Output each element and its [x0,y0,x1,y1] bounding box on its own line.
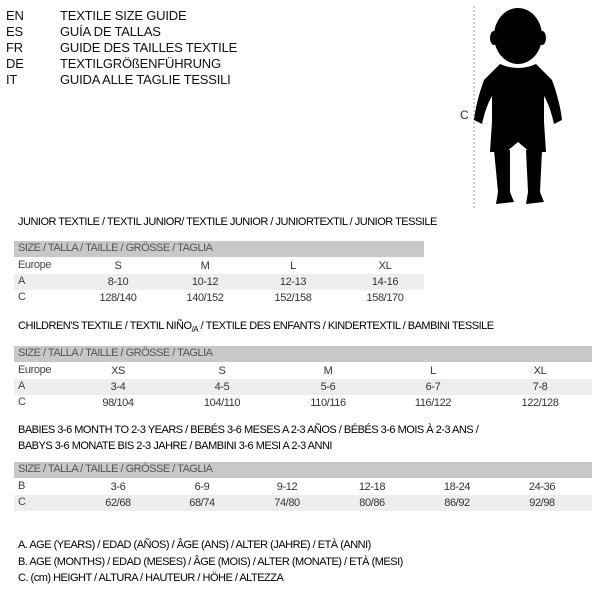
table-cell: M [200,260,210,272]
children-size-header: SIZE / TALLA / TAILLE / GRÖSSE / TAGLIA [14,346,592,362]
language-title: GUIDA ALLE TAGLIE TESSILI [60,72,231,87]
junior-size-header: SIZE / TALLA / TAILLE / GRÖSSE / TAGLIA [14,241,424,257]
table-cell: 4-5 [214,381,230,393]
table-cell: 7-8 [532,381,548,393]
children-title-rest: / TEXTILE DES ENFANTS / KINDERTEXTIL / B… [198,320,494,332]
table-cell: 6-9 [194,481,210,493]
row-label: C [18,291,26,303]
row-label: Europe [18,259,52,271]
table-cell: 62/68 [105,497,131,509]
table-cell: 18-24 [443,481,471,493]
language-code: FR [6,40,23,55]
size-header-label: SIZE / TALLA / TAILLE / GRÖSSE / TAGLIA [18,242,213,254]
children-title: CHILDREN'S TEXTILE / TEXTIL NIÑO/A / TEX… [18,320,494,334]
height-label: C [460,108,469,122]
table-cell: 12-18 [358,481,386,493]
table-cell: 24-36 [528,481,556,493]
table-cell: 6-7 [425,381,441,393]
row-label: Europe [18,364,52,376]
row-label: B [18,480,25,492]
table-cell: XL [378,260,392,272]
table-cell: 158/170 [366,292,404,304]
child-silhouette-icon [473,6,562,210]
language-title: TEXTILGRÖßENFÜHRUNG [60,56,221,71]
table-cell: 68/74 [189,497,215,509]
children-title-main: CHILDREN'S TEXTILE / TEXTIL NIÑO [18,320,192,332]
table-cell: 122/128 [521,397,559,409]
table-cell: 9-12 [276,481,298,493]
junior-title: JUNIOR TEXTILE / TEXTIL JUNIOR/ TEXTILE … [18,216,437,228]
table-cell: 5-6 [320,381,336,393]
language-code: EN [6,8,24,23]
legend-a: A. AGE (YEARS) / EDAD (AÑOS) / ÂGE (ANS)… [18,539,371,551]
table-cell: M [323,365,333,377]
legend-c: C. (cm) HEIGHT / ALTURA / HAUTEUR / HÖHE… [18,572,284,584]
table-cell: 128/140 [99,292,137,304]
table-cell: 80/86 [359,497,385,509]
table-cell: 3-4 [110,381,126,393]
table-cell: 10-12 [191,276,219,288]
language-code: IT [6,72,18,87]
table-cell: 110/116 [310,397,346,409]
row-label: A [18,380,25,392]
language-title: GUÍA DE TALLAS [60,24,161,39]
children-title-sub: /A [191,325,199,335]
babies-title-line2: BABYS 3-6 MONATE BIS 2-3 JAHRE / BAMBINI… [18,440,332,452]
table-cell: S [218,365,226,377]
table-cell: 152/158 [274,292,312,304]
table-cell: L [290,260,296,272]
table-cell: 98/104 [102,397,134,409]
language-code: ES [6,24,23,39]
table-cell: 86/92 [444,497,470,509]
table-cell: 116/122 [414,397,452,409]
table-cell: 14-16 [371,276,399,288]
language-code: DE [6,56,24,71]
size-header-label: SIZE / TALLA / TAILLE / GRÖSSE / TAGLIA [18,463,213,475]
table-cell: XL [533,365,547,377]
babies-size-header: SIZE / TALLA / TAILLE / GRÖSSE / TAGLIA [14,462,592,478]
table-cell: L [430,365,436,377]
babies-title-line1: BABIES 3-6 MONTH TO 2-3 YEARS / BEBÉS 3-… [18,424,479,436]
row-label: A [18,275,25,287]
table-cell: 140/152 [186,292,224,304]
table-cell: 74/80 [274,497,300,509]
table-cell: 104/110 [203,397,241,409]
language-title: GUIDE DES TAILLES TEXTILE [60,40,238,55]
table-cell: 92/98 [529,497,555,509]
row-shade [14,379,592,395]
table-cell: XS [111,365,125,377]
table-cell: 12-13 [279,276,307,288]
table-cell: 8-10 [107,276,129,288]
row-shade [14,274,424,290]
size-header-label: SIZE / TALLA / TAILLE / GRÖSSE / TAGLIA [18,347,213,359]
row-shade [14,495,592,511]
legend-b: B. AGE (MONTHS) / EDAD (MESES) / ÂGE (MO… [18,556,403,568]
language-title: TEXTILE SIZE GUIDE [60,8,187,23]
table-cell: S [114,260,122,272]
table-cell: 3-6 [110,481,126,493]
row-label: C [18,396,26,408]
row-label: C [18,496,26,508]
